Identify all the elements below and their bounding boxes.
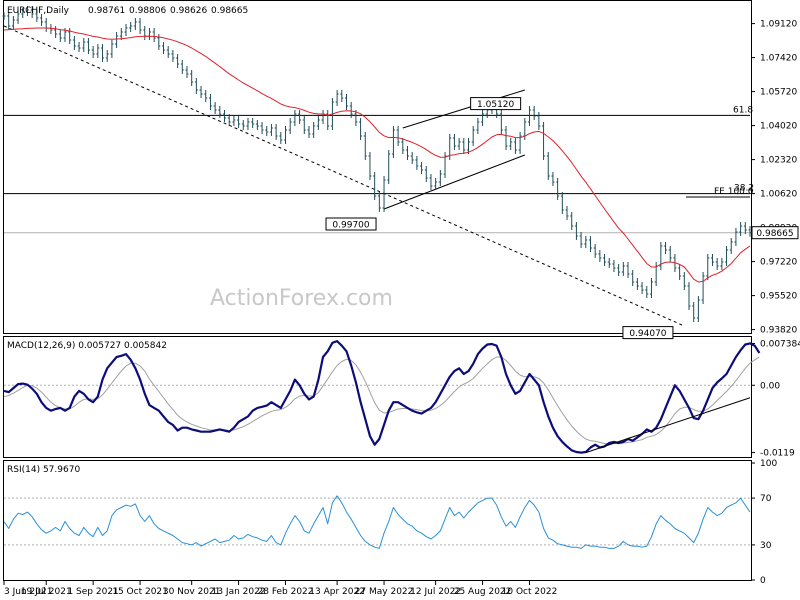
rsi-ytick-label-1: 70: [760, 494, 772, 504]
x-tick-label-3: 15 Oct 2021: [112, 587, 168, 597]
x-tick-label-2: 1 Sep 2021: [67, 587, 118, 597]
price-ytick-label-4: 1.02320: [760, 156, 797, 166]
price-ytick-label-8: 0.95520: [760, 292, 797, 302]
rsi-line: [3, 495, 751, 549]
macd-main-line: [3, 340, 761, 454]
rsi-ytick-label-0: 100: [760, 459, 777, 469]
x-tick-label-7: 13 Apr 2022: [309, 587, 365, 597]
macd-ytick-label-0: 0.007384: [760, 339, 800, 349]
ohlc-close: 0.98665: [211, 6, 248, 16]
price-ytick-label-9: 0.93820: [760, 326, 797, 336]
level-label-61-8: 61.8: [733, 105, 753, 115]
rsi-layer: 100 70 30 0: [3, 459, 777, 586]
x-tick-label-9: 12 Jul 2022: [410, 587, 461, 597]
macd-signal-line: [3, 356, 760, 445]
x-tick-label-4: 30 Nov 2021: [163, 587, 221, 597]
x-tick-label-6: 28 Feb 2022: [258, 587, 314, 597]
annotation-box-2: [622, 326, 674, 340]
ohlc-low: 0.98626: [170, 6, 207, 16]
price-title: EURCHF,Daily: [7, 6, 70, 16]
x-tick-label-5: 13 Jan 2022: [212, 587, 266, 597]
ohlc-high: 0.98806: [129, 6, 166, 16]
annotation-box-1: [470, 97, 522, 111]
rsi-ytick-label-3: 0: [760, 576, 766, 586]
price-ytick-label-2: 1.05720: [760, 88, 797, 98]
rsi-panel-frame: [3, 460, 752, 581]
trendline-0: [3, 25, 685, 327]
current-price-tag-label: 0.98665: [756, 229, 793, 239]
annotation-label-1: 1.05120: [477, 100, 514, 110]
ohlc-open: 0.98761: [88, 6, 125, 16]
macd-ytick-label-1: 0.00: [760, 381, 780, 391]
level-label-fe-100: FE 100.0: [714, 187, 754, 197]
macd-panel-frame: [3, 336, 752, 458]
price-ytick-label-5: 1.00620: [760, 190, 797, 200]
x-tick-label-0: 3 Jun 2021: [4, 587, 52, 597]
trendline-1: [383, 154, 525, 210]
x-tick-label-10: 25 Aug 2022: [454, 587, 512, 597]
rsi-ytick-label-2: 30: [760, 541, 772, 551]
level-label-38-2: 38.2: [734, 184, 754, 194]
macd-ytick-label-2: -0.0119: [760, 449, 795, 459]
annotation-label-0: 0.99700: [332, 221, 369, 231]
x-tick-label-8: 27 May 2022: [355, 587, 414, 597]
rsi-title: RSI(14) 57.9670: [7, 465, 80, 475]
x-tick-label-11: 10 Oct 2022: [502, 587, 558, 597]
price-ytick-label-0: 1.09120: [760, 20, 797, 30]
moving-average-line: [3, 27, 751, 283]
watermark: ActionForex.com: [210, 286, 393, 311]
macd-trendline: [585, 397, 751, 454]
annotation-box-0: [325, 217, 377, 231]
price-panel-frame: [3, 0, 752, 334]
price-ytick-label-7: 0.97220: [760, 258, 797, 268]
macd-layer: 0.007384 0.00 -0.0119: [3, 339, 800, 459]
macd-title: MACD(12,26,9) 0.005727 0.005842: [7, 341, 167, 351]
annotation-label-2: 0.94070: [629, 329, 666, 339]
price-layer: 1.09120 1.07420 1.05720 1.04020 1.02320 1.006…: [2, 6, 799, 340]
price-ytick-label-3: 1.04020: [760, 122, 797, 132]
x-tick-label-1: 19 Jul 2021: [21, 587, 72, 597]
current-price-tag: [751, 226, 799, 240]
price-ytick-label-1: 1.07420: [760, 54, 797, 64]
trendline-2: [402, 89, 525, 129]
